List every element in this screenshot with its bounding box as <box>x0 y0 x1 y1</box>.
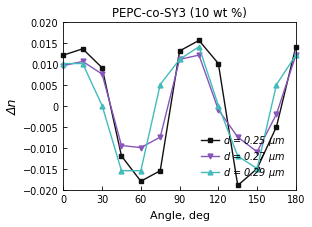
$d$ = 0.27 μm <box>275 113 278 116</box>
$d$ = 0.29 μm <box>294 54 298 57</box>
$d$ = 0.25 μm <box>197 40 201 43</box>
$d$ = 0.25 μm <box>100 67 104 70</box>
Legend: $d$ = 0.25 μm, $d$ = 0.27 μm, $d$ = 0.29 μm: $d$ = 0.25 μm, $d$ = 0.27 μm, $d$ = 0.29… <box>197 130 289 183</box>
$d$ = 0.25 μm <box>61 54 65 57</box>
Title: PEPC-co-SY3 (10 wt %): PEPC-co-SY3 (10 wt %) <box>112 7 247 20</box>
$d$ = 0.29 μm <box>236 155 240 158</box>
Line: $d$ = 0.29 μm: $d$ = 0.29 μm <box>61 45 298 173</box>
$d$ = 0.25 μm <box>275 126 278 128</box>
$d$ = 0.25 μm <box>236 184 240 187</box>
$d$ = 0.25 μm <box>178 50 182 53</box>
Y-axis label: Δn: Δn <box>7 98 20 114</box>
$d$ = 0.27 μm <box>119 145 123 147</box>
$d$ = 0.29 μm <box>178 59 182 62</box>
$d$ = 0.29 μm <box>100 105 104 107</box>
$d$ = 0.27 μm <box>81 61 85 64</box>
$d$ = 0.27 μm <box>255 151 259 153</box>
$d$ = 0.27 μm <box>197 54 201 57</box>
Line: $d$ = 0.27 μm: $d$ = 0.27 μm <box>61 54 298 155</box>
$d$ = 0.27 μm <box>294 54 298 57</box>
$d$ = 0.27 μm <box>178 59 182 62</box>
$d$ = 0.27 μm <box>236 136 240 139</box>
$d$ = 0.29 μm <box>158 84 162 86</box>
$d$ = 0.25 μm <box>217 63 220 66</box>
$d$ = 0.29 μm <box>139 170 143 172</box>
Line: $d$ = 0.25 μm: $d$ = 0.25 μm <box>61 39 298 188</box>
X-axis label: Angle, deg: Angle, deg <box>149 210 210 220</box>
$d$ = 0.25 μm <box>139 180 143 183</box>
$d$ = 0.27 μm <box>61 65 65 68</box>
$d$ = 0.27 μm <box>217 109 220 112</box>
$d$ = 0.25 μm <box>158 170 162 172</box>
$d$ = 0.29 μm <box>217 105 220 107</box>
$d$ = 0.29 μm <box>275 84 278 86</box>
$d$ = 0.27 μm <box>139 147 143 149</box>
$d$ = 0.29 μm <box>255 168 259 170</box>
$d$ = 0.25 μm <box>119 155 123 158</box>
$d$ = 0.29 μm <box>197 46 201 49</box>
$d$ = 0.25 μm <box>294 46 298 49</box>
$d$ = 0.27 μm <box>158 136 162 139</box>
$d$ = 0.25 μm <box>255 168 259 170</box>
$d$ = 0.25 μm <box>81 48 85 51</box>
$d$ = 0.29 μm <box>61 63 65 66</box>
$d$ = 0.27 μm <box>100 73 104 76</box>
$d$ = 0.29 μm <box>81 63 85 66</box>
$d$ = 0.29 μm <box>119 170 123 172</box>
